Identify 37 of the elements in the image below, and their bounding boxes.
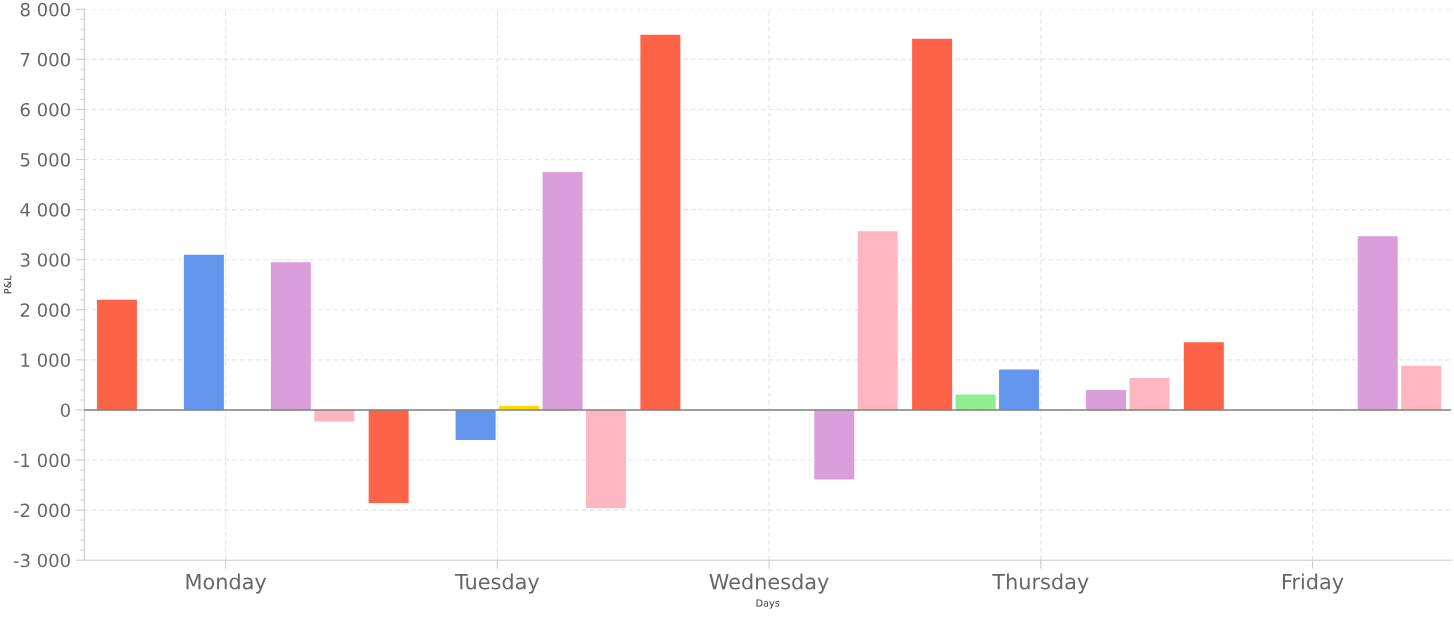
bar [912,38,953,410]
x-tick-label: Tuesday [454,573,540,594]
bar [1357,236,1398,410]
y-tick-label: 8 000 [20,2,70,17]
bar [270,262,311,410]
bar [640,34,681,410]
bar [857,231,898,410]
x-tick-label: Monday [186,573,267,594]
bar [814,409,855,480]
y-tick-label: 4 000 [20,203,70,217]
y-tick-label: 7 000 [20,52,70,67]
bar [999,369,1040,410]
y-tick-label: 3 000 [20,253,70,267]
y-tick-label: -2 000 [13,503,70,518]
x-axis-title: Days [756,599,780,609]
y-tick-label: 6 000 [20,102,70,117]
x-tick-label: Friday [1282,573,1344,594]
bar [1183,342,1224,410]
bar [955,394,996,410]
bar [1129,377,1170,410]
x-tick-label: Thursday [992,573,1089,594]
x-tick-label: Wednesday [709,573,829,594]
bar [586,409,627,509]
bar [183,254,224,410]
y-tick-label: 0 [60,403,70,418]
y-tick-label: -1 000 [13,453,70,468]
bar [368,409,409,504]
y-tick-label: 1 000 [21,353,70,367]
bar [96,299,137,410]
bar [455,409,496,440]
y-tick-label: 2 000 [20,303,70,317]
y-tick-label: 5 000 [20,152,70,167]
y-axis-title: P&L [4,275,12,294]
bar [1401,365,1442,410]
bar [1086,389,1126,410]
y-tick-label: -3 000 [13,553,70,568]
bar [542,172,583,410]
